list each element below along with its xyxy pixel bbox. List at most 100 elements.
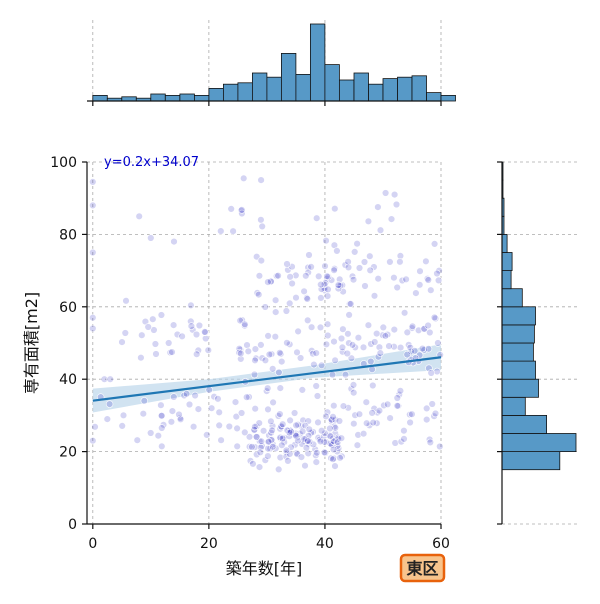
scatter-point-126	[252, 433, 261, 441]
scatter-point-505	[89, 437, 97, 445]
scatter-point-377	[300, 287, 308, 295]
scatter-point-384	[105, 400, 114, 408]
scatter-point-403	[168, 407, 177, 415]
scatter-point-161	[335, 417, 344, 425]
scatter-point-364	[307, 263, 315, 271]
scatter-point-418	[195, 321, 204, 330]
scatter-point-309	[348, 341, 357, 349]
scatter-point-124	[312, 458, 320, 466]
scatter-point-287	[341, 371, 350, 379]
scatter-point-406	[91, 423, 99, 431]
scatter-point-501	[135, 212, 143, 221]
scatter-point-339	[323, 292, 332, 300]
top-hist-bar-11	[251, 72, 268, 102]
scatter-point-496	[89, 178, 97, 186]
scatter-point-494	[376, 226, 385, 234]
scatter-point-188	[375, 407, 384, 415]
x-tick-label-3: 60	[432, 536, 450, 552]
scatter-point-119	[283, 426, 291, 434]
top-hist-bar-15	[309, 23, 326, 102]
scatter-point-444	[360, 258, 369, 266]
scatter-point-198	[386, 414, 394, 422]
scatter-point-437	[204, 346, 213, 354]
scatter-point-183	[276, 384, 284, 392]
scatter-point-382	[103, 415, 112, 423]
scatter-point-292	[250, 370, 259, 379]
scatter-point-415	[202, 334, 210, 343]
scatter-point-16	[330, 454, 338, 462]
top-hist-bar-20	[382, 78, 398, 102]
scatter-point-7	[320, 448, 329, 457]
scatter-point-248	[374, 353, 383, 361]
right-hist-bar-11	[501, 252, 513, 272]
scatter-point-416	[151, 340, 160, 348]
scatter-point-405	[170, 393, 178, 401]
x-tick-label-1: 20	[200, 536, 218, 552]
scatter-point-2	[276, 425, 284, 433]
scatter-point-83	[275, 465, 283, 474]
scatter-point-323	[307, 323, 316, 331]
top-hist-bar-5	[164, 95, 181, 102]
scatter-point-451	[344, 258, 352, 266]
scatter-point-74	[268, 426, 276, 434]
scatter-point-80	[261, 456, 269, 464]
scatter-point-149	[279, 420, 287, 428]
right-hist-bar-4	[501, 378, 539, 398]
scatter-point-335	[288, 279, 296, 288]
right-histogram	[501, 161, 577, 471]
scatter-point-439	[187, 322, 196, 330]
scatter-point-122	[326, 424, 334, 433]
scatter-point-243	[431, 314, 440, 323]
scatter-point-185	[329, 413, 337, 421]
scatter-point-86	[286, 416, 294, 425]
scatter-point-240	[345, 339, 353, 347]
scatter-point-227	[331, 356, 339, 364]
scatter-point-288	[390, 325, 398, 334]
scatter-point-191	[363, 419, 371, 427]
scatter-point-261	[243, 341, 251, 349]
top-hist-bar-7	[193, 95, 210, 102]
scatter-point-404	[176, 415, 185, 423]
scatter-point-441	[351, 248, 359, 256]
scatter-point-247	[323, 320, 332, 328]
scatter-point-279	[364, 321, 373, 329]
scatter-point-381	[167, 418, 176, 426]
scatter-point-492	[374, 203, 382, 211]
scatter-point-365	[271, 296, 280, 304]
top-hist-bar-9	[222, 83, 239, 102]
scatter-point-475	[393, 283, 401, 292]
scatter-point-238	[379, 323, 387, 332]
scatter-point-176	[233, 424, 241, 433]
scatter-point-269	[373, 329, 381, 338]
scatter-point-264	[376, 349, 384, 357]
scatter-point-436	[122, 297, 130, 305]
scatter-point-85	[331, 424, 339, 432]
scatter-point-290	[403, 328, 411, 337]
top-hist-bar-18	[353, 72, 369, 102]
scatter-point-96	[265, 437, 273, 446]
scatter-point-180	[350, 389, 358, 397]
scatter-point-117	[304, 437, 312, 445]
scatter-point-47	[309, 440, 318, 449]
scatter-point-30	[304, 449, 312, 458]
scatter-point-209	[237, 409, 246, 417]
scatter-point-300	[381, 332, 390, 340]
scatter-point-301	[237, 349, 245, 358]
scatter-point-470	[402, 275, 410, 283]
top-hist-bar-22	[411, 75, 427, 102]
scatter-point-136	[391, 439, 399, 447]
scatter-point-258	[396, 343, 405, 352]
scatter-point-166	[423, 415, 431, 424]
right-hist-bar-8	[501, 306, 536, 326]
scatter-point-192	[351, 411, 359, 419]
scatter-point-222	[375, 343, 384, 351]
scatter-point-203	[349, 381, 358, 389]
scatter-point-376	[286, 299, 294, 308]
scatter-point-395	[118, 422, 126, 430]
top-hist-bar-8	[208, 88, 224, 102]
scatter-point-190	[369, 381, 377, 390]
scatter-point-220	[359, 343, 368, 351]
scatter-point-471	[412, 289, 420, 297]
scatter-point-205	[355, 410, 364, 418]
